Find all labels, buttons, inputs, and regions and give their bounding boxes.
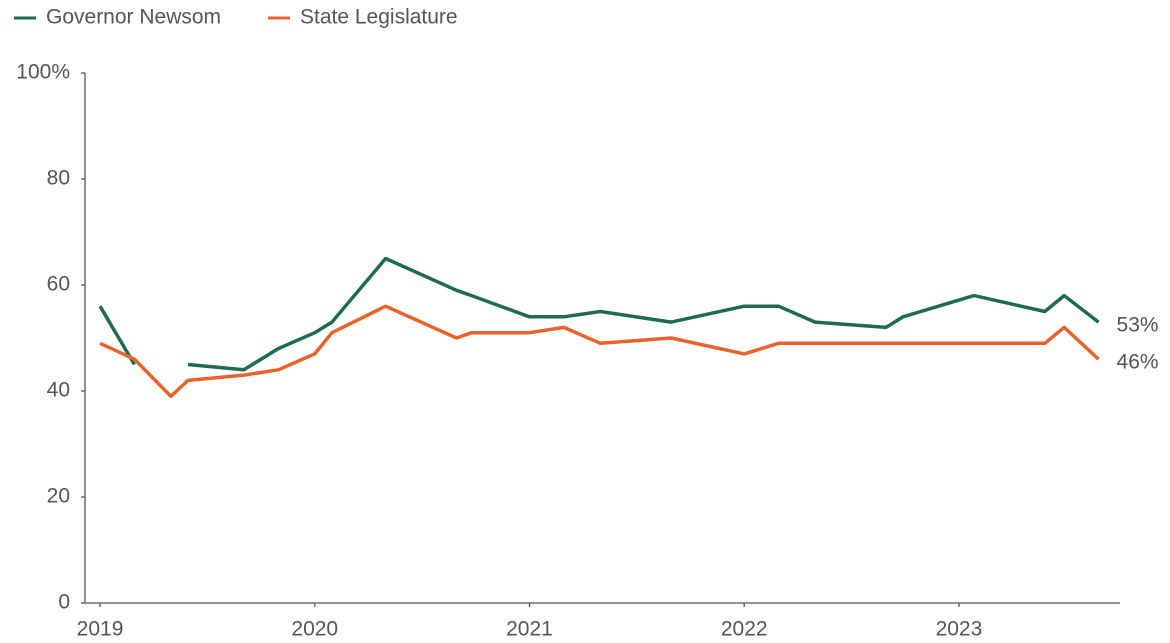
end-label: 46% xyxy=(1117,351,1159,374)
y-tick-label: 60 xyxy=(47,273,70,296)
x-tick-label: 2019 xyxy=(77,618,124,641)
y-tick-label: 0 xyxy=(58,591,70,614)
legend: Governor Newsom State Legislature xyxy=(14,6,458,29)
legend-label: Governor Newsom xyxy=(46,6,221,29)
y-tick-label: 80 xyxy=(47,167,70,190)
x-tick-label: 2023 xyxy=(936,618,983,641)
series-line xyxy=(187,256,1100,372)
legend-label: State Legislature xyxy=(300,6,458,29)
y-tick-label: 20 xyxy=(47,485,70,508)
x-tick-label: 2022 xyxy=(721,618,768,641)
y-tick-label: 100% xyxy=(16,61,70,84)
x-tick-label: 2021 xyxy=(506,618,553,641)
y-tick-label: 40 xyxy=(47,379,70,402)
x-tick-label: 2020 xyxy=(291,618,338,641)
end-label: 53% xyxy=(1117,314,1159,337)
series-line xyxy=(99,304,1100,399)
